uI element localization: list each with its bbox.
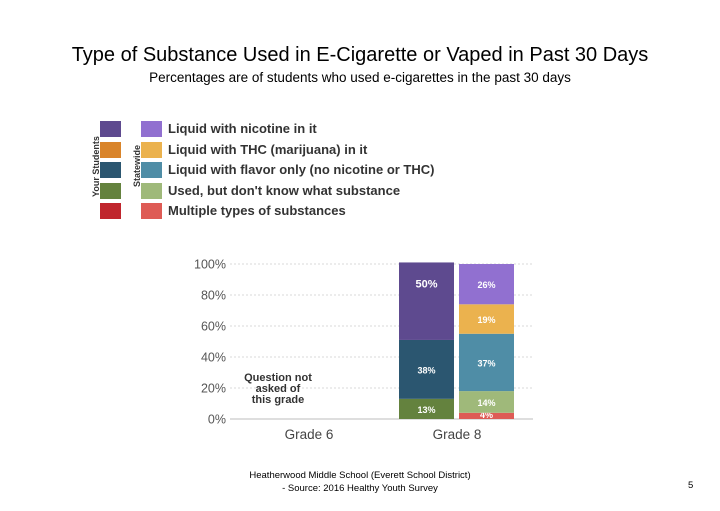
footer-school: Heatherwood Middle School (Everett Schoo… <box>249 470 471 481</box>
y-tick-label: 100% <box>194 258 226 272</box>
legend-swatch-your-students <box>100 182 121 199</box>
legend-label: Multiple types of substances <box>168 203 346 218</box>
chart-title: Type of Substance Used in E-Cigarette or… <box>71 44 649 66</box>
legend-swatch-statewide <box>141 162 162 178</box>
data-label: 14% <box>477 398 495 408</box>
legend-label: Used, but don't know what substance <box>168 182 401 198</box>
grade6-note-line: Question not <box>244 372 312 384</box>
page-number: 5 <box>688 480 694 491</box>
y-tick-label: 20% <box>201 382 226 396</box>
bar-segment <box>459 412 514 419</box>
bar-segment <box>459 333 514 392</box>
data-label: 26% <box>477 280 495 290</box>
bar-segment <box>399 398 454 419</box>
legend-label: Liquid with nicotine in it <box>168 121 317 136</box>
data-label: 4% <box>480 410 493 420</box>
footer: Heatherwood Middle School (Everett Schoo… <box>230 469 490 495</box>
legend-swatch-your-students <box>100 162 121 178</box>
data-label: 37% <box>477 358 495 368</box>
data-label: 38% <box>417 365 435 375</box>
bar-segment <box>459 304 514 334</box>
bar-segment <box>399 262 454 340</box>
grade6-note-line: this grade <box>251 394 305 406</box>
grade6-note-line: asked of <box>255 383 301 395</box>
y-tick-label: 60% <box>201 320 226 334</box>
legend-swatch-your-students <box>100 203 121 219</box>
legend-label: Liquid with flavor only (no nicotine or … <box>168 162 435 177</box>
y-tick-label: 80% <box>201 289 226 303</box>
bar-segment <box>459 264 514 305</box>
data-label: 50% <box>415 278 437 290</box>
bar-segment <box>399 339 454 399</box>
x-tick-label: Grade 6 <box>285 427 334 442</box>
y-tick-label: 0% <box>208 413 226 427</box>
data-label: 13% <box>417 405 435 415</box>
legend-swatch-your-students <box>100 121 121 137</box>
legend-swatch-statewide <box>141 121 162 137</box>
bar-segment <box>459 391 514 413</box>
legend-label: Liquid with THC (marijuana) in it <box>168 141 368 157</box>
chart-subtitle: Percentages are of students who used e-c… <box>149 70 571 85</box>
legend-swatch-your-students <box>100 141 121 158</box>
legend-swatch-statewide <box>141 203 162 219</box>
x-tick-label: Grade 8 <box>433 427 482 442</box>
legend-swatch-statewide <box>141 182 162 199</box>
footer-source: - Source: 2016 Healthy Youth Survey <box>282 483 438 494</box>
data-label: 19% <box>477 315 495 325</box>
y-tick-label: 40% <box>201 351 226 365</box>
stacked-bar-chart: 0% 20% 40% 60% 80% 100% Grade 6 Grade 8 13% 38% 50… <box>194 258 533 442</box>
legend-swatch-statewide <box>141 141 162 158</box>
grade6-note: Question not asked of this grade <box>228 373 328 406</box>
